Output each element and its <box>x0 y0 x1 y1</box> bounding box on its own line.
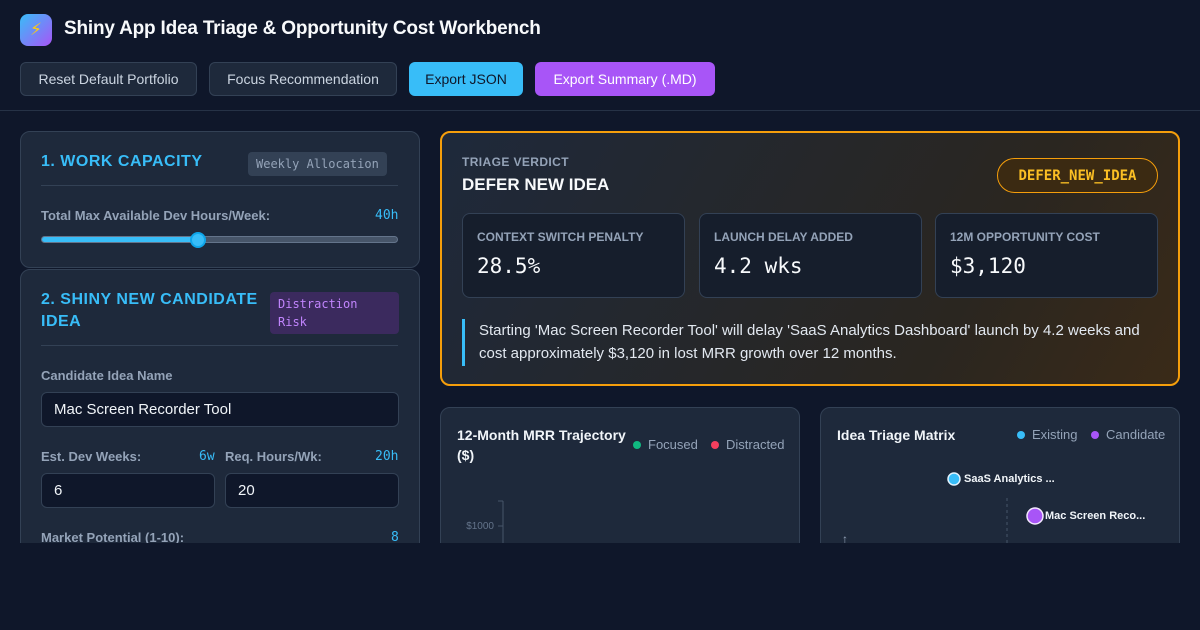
existing-idea-node[interactable] <box>947 472 961 486</box>
weekly-allocation-tag: Weekly Allocation <box>248 152 387 176</box>
legend-distracted-label: Distracted <box>726 437 785 452</box>
candidate-idea-node[interactable] <box>1026 507 1044 525</box>
divider <box>41 185 398 186</box>
candidate-idea-title: 2. SHINY NEW CANDIDATE IDEA <box>41 291 258 330</box>
legend-existing-label: Existing <box>1032 427 1078 442</box>
metric-label: LAUNCH DELAY ADDED <box>714 230 853 244</box>
legend-focused-label: Focused <box>648 437 698 452</box>
legend-existing: Existing <box>1017 427 1078 442</box>
mrr-chart-title: 12-Month MRR Trajectory ($) <box>457 427 626 463</box>
work-capacity-title: 1. WORK CAPACITY <box>41 153 203 170</box>
existing-node-label: SaaS Analytics ... <box>964 473 1055 485</box>
matrix-title: Idea Triage Matrix <box>837 427 956 443</box>
lightning-icon: ⚡ <box>20 14 52 46</box>
market-potential-label: Market Potential (1-10): <box>41 530 185 545</box>
verdict-summary: Starting 'Mac Screen Recorder Tool' will… <box>479 322 1140 362</box>
distraction-risk-tag: Distraction Risk <box>270 292 399 334</box>
candidate-name-label: Candidate Idea Name <box>41 368 173 383</box>
focused-legend-dot <box>633 440 641 449</box>
metric-value: $3,120 <box>950 254 1026 278</box>
export-summary-button[interactable]: Export Summary (.MD) <box>535 62 715 96</box>
summary-accent-bar <box>462 319 465 366</box>
candidate-name-input[interactable]: Mac Screen Recorder Tool <box>41 392 399 427</box>
triage-verdict-card: TRIAGE VERDICT DEFER NEW IDEA DEFER_NEW_… <box>440 131 1180 386</box>
opportunity-cost-metric: 12M OPPORTUNITY COST $3,120 <box>935 213 1158 298</box>
app-header: ⚡ Shiny App Idea Triage & Opportunity Co… <box>0 0 1200 111</box>
context-switch-metric: CONTEXT SWITCH PENALTY 28.5% <box>462 213 685 298</box>
max-hours-value: 40h <box>375 208 399 223</box>
metric-label: CONTEXT SWITCH PENALTY <box>477 230 644 244</box>
dev-weeks-badge: 6w <box>199 449 215 464</box>
market-potential-value: 8 <box>391 530 399 545</box>
divider <box>41 345 398 346</box>
dev-weeks-input[interactable]: 6 <box>41 473 215 508</box>
existing-legend-dot <box>1017 430 1025 439</box>
dev-weeks-label: Est. Dev Weeks: <box>41 449 142 464</box>
verdict-title: DEFER NEW IDEA <box>462 175 610 194</box>
legend-candidate-label: Candidate <box>1106 427 1166 442</box>
req-hours-label: Req. Hours/Wk: <box>225 449 322 464</box>
candidate-node-label: Mac Screen Reco... <box>1045 510 1146 522</box>
metric-label: 12M OPPORTUNITY COST <box>950 230 1100 244</box>
req-hours-input[interactable]: 20 <box>225 473 399 508</box>
focus-recommendation-button[interactable]: Focus Recommendation <box>209 62 397 96</box>
y-tick-label: $1000 <box>466 521 494 532</box>
viewport-cutoff <box>0 543 1200 630</box>
export-json-button[interactable]: Export JSON <box>409 62 523 96</box>
slider-thumb[interactable] <box>190 232 207 248</box>
metric-value: 28.5% <box>477 254 541 278</box>
legend-focused: Focused <box>633 437 698 452</box>
candidate-legend-dot <box>1091 430 1099 439</box>
matrix-y-axis-arrow-icon: ↑ <box>842 532 848 546</box>
max-hours-label: Total Max Available Dev Hours/Week: <box>41 208 271 223</box>
app-title: Shiny App Idea Triage & Opportunity Cost… <box>64 18 541 39</box>
verdict-kicker: TRIAGE VERDICT <box>462 155 569 169</box>
max-hours-slider[interactable] <box>41 232 398 248</box>
req-hours-badge: 20h <box>375 449 399 464</box>
reset-portfolio-button[interactable]: Reset Default Portfolio <box>20 62 197 96</box>
distracted-legend-dot <box>711 440 719 449</box>
legend-candidate: Candidate <box>1091 427 1165 442</box>
verdict-badge: DEFER_NEW_IDEA <box>997 158 1158 193</box>
metric-value: 4.2 wks <box>714 254 803 278</box>
launch-delay-metric: LAUNCH DELAY ADDED 4.2 wks <box>699 213 922 298</box>
slider-fill <box>42 237 199 242</box>
legend-distracted: Distracted <box>711 437 785 452</box>
